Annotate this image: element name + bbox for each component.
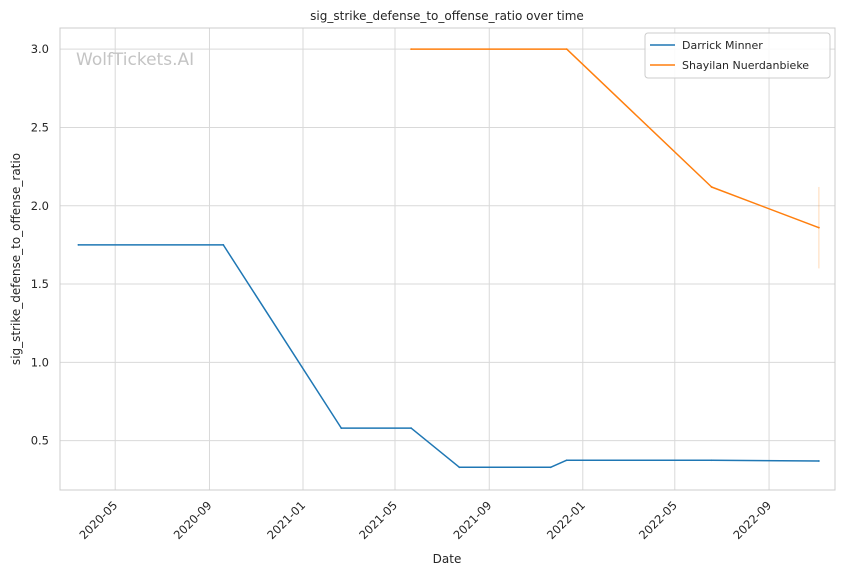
y-tick-label: 1.5 xyxy=(31,277,49,291)
data-point-shayilan-nuerdanbieke xyxy=(710,186,713,188)
plot-area xyxy=(60,28,835,490)
legend-label-shayilan-nuerdanbieke: Shayilan Nuerdanbieke xyxy=(682,59,809,72)
data-point-darrick-minner xyxy=(565,459,568,462)
data-point-darrick-minner xyxy=(818,460,820,462)
y-tick-label: 1.0 xyxy=(31,355,49,369)
watermark-text: WolfTickets.AI xyxy=(76,50,194,70)
chart-title: sig_strike_defense_to_offense_ratio over… xyxy=(310,9,584,23)
data-point-darrick-minner xyxy=(410,427,412,430)
x-axis-title: Date xyxy=(433,552,462,566)
y-tick-label: 0.5 xyxy=(31,434,49,448)
legend-box xyxy=(644,32,831,79)
y-tick-label: 2.5 xyxy=(31,120,49,134)
y-tick-labels: 0.5 1.0 1.5 2.0 2.5 3.0 xyxy=(31,42,49,448)
data-point-shayilan-nuerdanbieke xyxy=(565,48,568,51)
legend-label-darrick-minner: Darrick Minner xyxy=(682,39,763,52)
y-tick-label: 2.0 xyxy=(31,199,49,213)
x-gridlines xyxy=(114,28,770,490)
data-point-darrick-minner xyxy=(77,244,80,246)
data-point-darrick-minner xyxy=(340,427,343,430)
plot-frame xyxy=(59,27,836,491)
data-point-darrick-minner xyxy=(710,459,713,462)
data-point-darrick-minner xyxy=(549,466,552,469)
data-point-darrick-minner xyxy=(458,466,461,469)
series-layer xyxy=(77,48,820,469)
data-point-darrick-minner xyxy=(222,244,225,246)
y-axis-title: sig_strike_defense_to_offense_ratio xyxy=(9,153,23,365)
legend: Darrick Minner Shayilan Nuerdanbieke xyxy=(644,32,831,79)
y-tick-label: 3.0 xyxy=(31,42,49,56)
series-line-shayilan-nuerdanbieke xyxy=(411,48,820,229)
data-point-shayilan-nuerdanbieke xyxy=(818,226,820,229)
data-point-shayilan-nuerdanbieke xyxy=(410,48,412,51)
